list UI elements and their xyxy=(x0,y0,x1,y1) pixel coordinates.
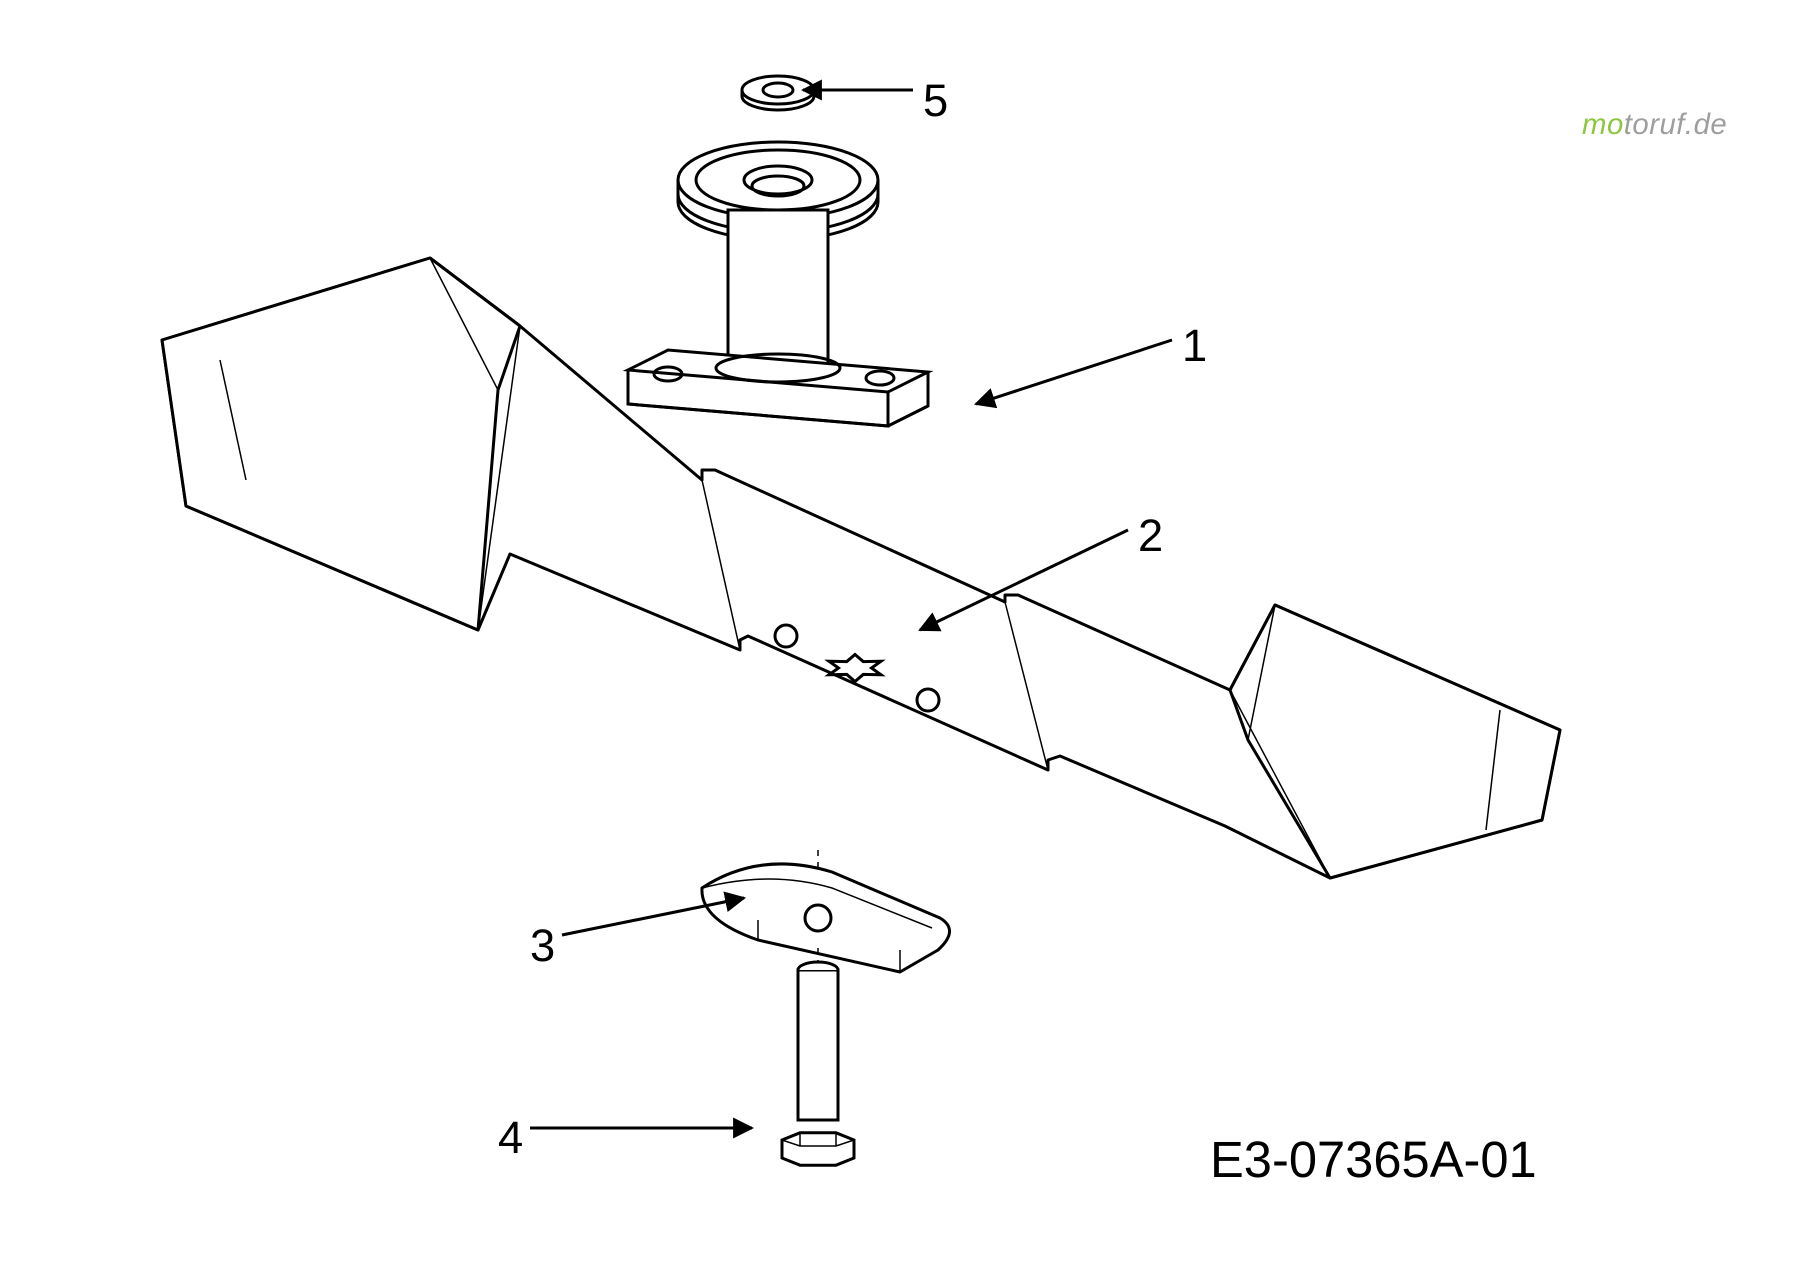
watermark-o: o xyxy=(1607,108,1624,141)
watermark-rest: toruf.de xyxy=(1624,108,1727,141)
part-2-blade xyxy=(162,258,1560,878)
parts-diagram xyxy=(0,0,1800,1272)
part-1-spindle xyxy=(628,142,928,426)
watermark-logo: motoruf.de xyxy=(1582,108,1727,142)
part-4-bolt xyxy=(782,962,854,1165)
part-5-washer xyxy=(742,76,814,110)
drawing-id: E3-07365A-01 xyxy=(1210,1130,1537,1189)
callout-3: 3 xyxy=(530,920,555,972)
callout-1: 1 xyxy=(1182,320,1207,372)
callout-4: 4 xyxy=(498,1112,523,1164)
watermark-m: m xyxy=(1582,108,1607,141)
callout-2: 2 xyxy=(1138,510,1163,562)
part-3-retainer xyxy=(702,864,950,972)
callout-5: 5 xyxy=(923,75,948,127)
